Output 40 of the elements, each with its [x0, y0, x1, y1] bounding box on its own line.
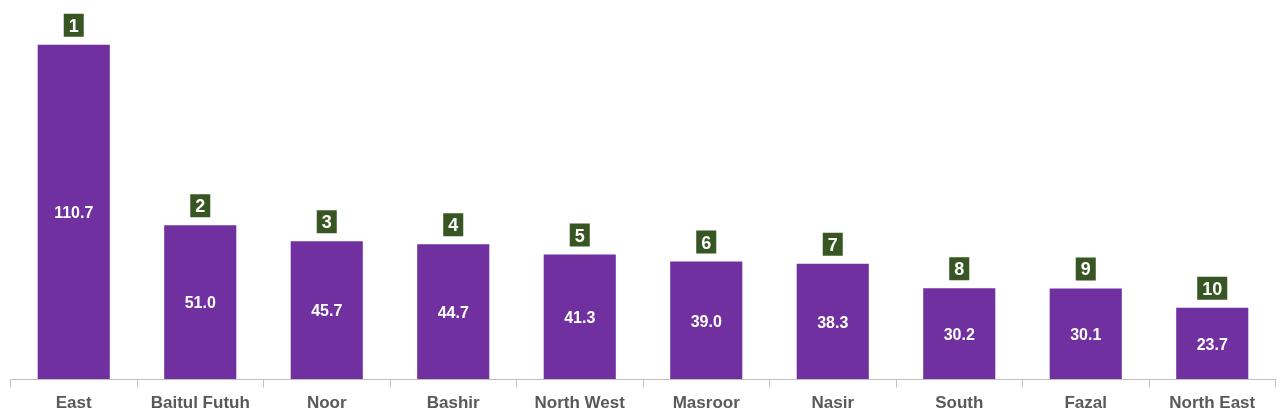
data-label: 41.3 [564, 309, 596, 327]
bar [37, 44, 110, 380]
data-label: 110.7 [54, 204, 94, 222]
bar [164, 225, 237, 380]
data-label: 30.1 [1070, 325, 1102, 343]
data-label: 51.0 [184, 294, 216, 312]
annotation: 2 [195, 196, 206, 217]
data-label: 38.3 [817, 313, 849, 331]
x-tick-label: Masroor [672, 392, 741, 412]
annotation: 4 [448, 215, 459, 236]
annotation: 10 [1202, 278, 1223, 299]
data-label: 23.7 [1196, 335, 1228, 353]
x-tick-label: Nasir [811, 392, 855, 412]
data-label: 39.0 [690, 312, 722, 330]
bar [796, 263, 869, 380]
data-label: 44.7 [437, 303, 469, 321]
x-tick-label: Fazal [1064, 392, 1108, 412]
bar [543, 254, 616, 380]
bar [923, 288, 996, 380]
annotation: 6 [701, 232, 712, 253]
bar [1176, 307, 1249, 380]
x-tick-label: North West [534, 392, 626, 412]
annotation: 9 [1080, 259, 1091, 280]
annotation: 3 [321, 212, 332, 233]
bar [1049, 288, 1122, 380]
x-tick-label: South [935, 392, 984, 412]
x-tick-label: East [55, 392, 93, 412]
bar [290, 241, 363, 380]
x-tick-label: Bashir [426, 392, 481, 412]
x-tick-label: Noor [306, 392, 347, 412]
data-label: 30.2 [943, 325, 975, 343]
x-tick-label: North East [1169, 392, 1256, 412]
annotation: 8 [954, 259, 965, 280]
annotation: 5 [574, 225, 585, 246]
bar [670, 261, 743, 380]
annotation: 7 [827, 234, 838, 255]
data-label: 45.7 [311, 302, 343, 320]
bar [417, 244, 490, 380]
annotation: 1 [68, 15, 79, 36]
x-tick-label: Baitul Futuh [150, 392, 250, 412]
